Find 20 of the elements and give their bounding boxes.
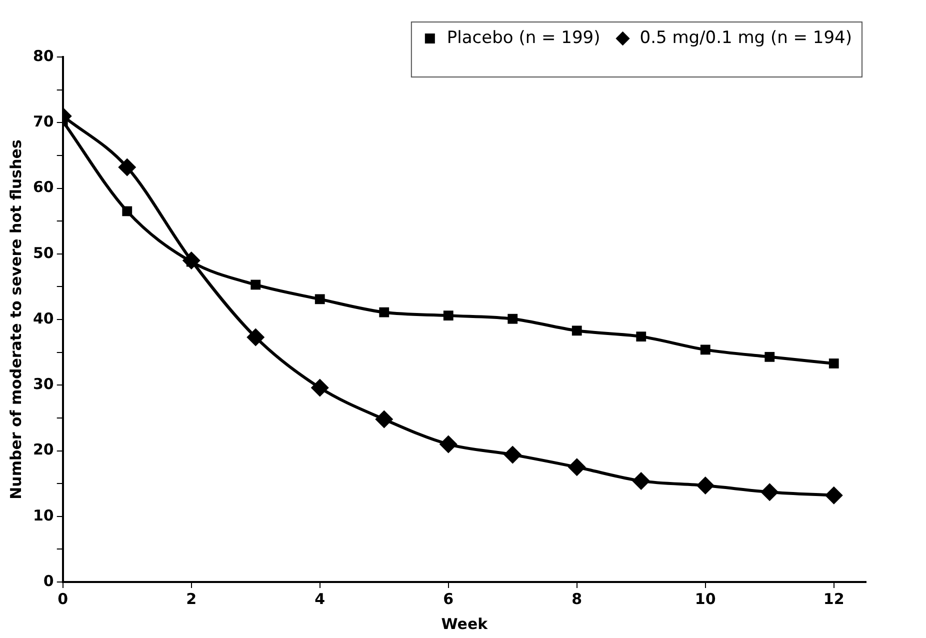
y-tick-label: 10 (33, 506, 54, 524)
y-axis-title: Number of moderate to severe hot flushes (6, 140, 25, 500)
x-tick-label: 0 (58, 590, 68, 608)
y-tick-label: 50 (33, 244, 54, 262)
x-tick-label: 10 (694, 590, 716, 608)
x-tick-label: 2 (186, 590, 197, 608)
x-tick-label: 12 (823, 590, 844, 608)
y-tick-label: 0 (43, 572, 54, 590)
x-axis-title: Week (441, 614, 489, 633)
x-tick-label: 6 (443, 590, 454, 608)
y-tick-label: 20 (33, 440, 54, 459)
y-tick-label: 80 (33, 46, 54, 65)
legend-label: Placebo (n = 199) (446, 28, 600, 48)
y-tick-label: 70 (33, 112, 54, 131)
y-tick-label: 40 (33, 309, 54, 328)
y-tick-label: 60 (33, 178, 54, 196)
x-tick-label: 8 (572, 590, 582, 608)
x-tick-label: 4 (314, 590, 326, 608)
legend-label: 0.5 mg/0.1 mg (n = 194) (640, 28, 852, 48)
y-tick-label: 30 (33, 375, 54, 394)
